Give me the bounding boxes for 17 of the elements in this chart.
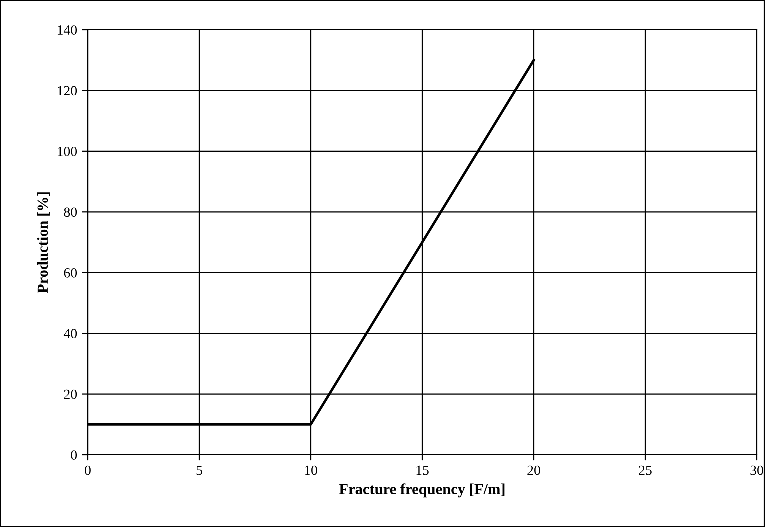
y-tick-label: 100: [58, 147, 78, 156]
y-tick-label: 80: [64, 208, 78, 218]
x-tick-label: 10: [305, 466, 318, 476]
x-tick-label: 30: [750, 466, 764, 476]
y-tick-label: 40: [64, 329, 78, 339]
x-axis-title: Fracture frequency [F/m]: [339, 484, 505, 498]
x-tick-label: 20: [528, 466, 540, 476]
y-axis-title: Production [%]: [37, 192, 50, 294]
x-tick-label: 25: [639, 466, 652, 476]
y-tick-label: 140: [58, 26, 78, 35]
y-tick-label: 20: [64, 390, 78, 400]
y-tick-label: 60: [64, 268, 78, 278]
x-tick-label: 5: [196, 466, 202, 476]
x-tick-label: 0: [85, 466, 91, 476]
y-tick-label: 120: [58, 86, 78, 96]
y-tick-label: 0: [71, 450, 78, 460]
x-tick-label: 15: [416, 466, 429, 476]
